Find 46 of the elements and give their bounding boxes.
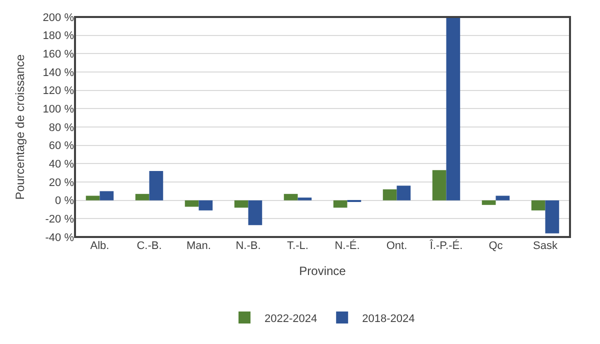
y-tick-label: -40 %	[45, 232, 74, 244]
bar	[396, 186, 411, 200]
x-tick-label: Qc	[488, 240, 504, 252]
bar	[184, 200, 199, 207]
bar	[482, 200, 496, 205]
y-tick-label: 160 %	[42, 48, 74, 61]
y-tick-label: 20 %	[48, 176, 74, 189]
bar	[432, 170, 446, 200]
x-tick-label: Man.	[186, 240, 211, 252]
bar	[298, 198, 312, 200]
bar	[284, 194, 298, 200]
legend-label: 2022-2024	[264, 312, 318, 325]
x-tick-label: N.-É.	[334, 239, 360, 252]
bar	[149, 171, 164, 200]
bar	[446, 17, 460, 200]
y-tick-label: 200 %	[42, 12, 74, 24]
y-tick-label: -20 %	[45, 214, 74, 226]
y-tick-label: 40 %	[48, 158, 74, 171]
y-tick-label: 80 %	[48, 122, 74, 134]
x-tick-label: Sask	[533, 240, 558, 252]
bar	[86, 196, 100, 200]
bar	[248, 200, 262, 226]
bar	[496, 196, 510, 200]
y-axis-title: Pourcentage de croissance	[13, 54, 28, 200]
bar	[531, 200, 546, 210]
bar	[333, 200, 348, 208]
x-tick-label: T.-L.	[287, 240, 308, 252]
x-tick-label: N.-B.	[236, 240, 261, 252]
x-tick-label: Ont.	[386, 240, 408, 252]
x-tick-label: Alb.	[90, 240, 110, 252]
bar	[545, 200, 560, 234]
x-tick-label: C.-B.	[136, 240, 162, 252]
x-axis-title: Province	[299, 264, 346, 278]
y-tick-label: 140 %	[42, 66, 74, 79]
y-tick-label: 180 %	[42, 30, 74, 42]
x-tick-label: Î.-P.-É.	[428, 239, 463, 252]
y-tick-label: 100 %	[42, 104, 74, 116]
bar	[234, 200, 248, 208]
y-tick-label: 120 %	[42, 85, 74, 98]
legend-label: 2018-2024	[362, 312, 415, 325]
bar	[198, 200, 213, 210]
bar	[135, 194, 150, 200]
y-tick-label: 60 %	[48, 140, 74, 152]
bar	[100, 191, 114, 200]
y-tick-label: 0 %	[55, 195, 74, 208]
bar	[382, 189, 397, 200]
